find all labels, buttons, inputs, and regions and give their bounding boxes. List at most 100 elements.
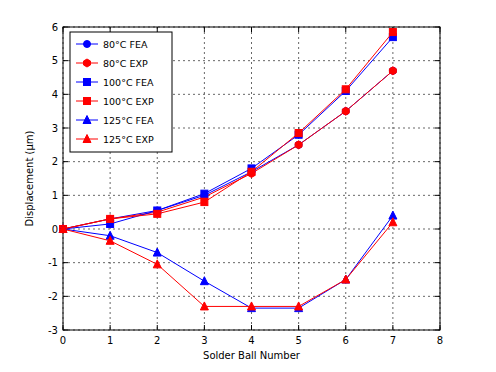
tick <box>63 262 68 263</box>
legend-marker <box>83 116 91 124</box>
point <box>200 277 208 285</box>
grid-line <box>63 161 440 162</box>
point <box>154 210 161 217</box>
grid-line <box>63 296 440 297</box>
tick <box>110 27 111 32</box>
data <box>59 29 397 312</box>
point <box>342 275 350 283</box>
tick <box>435 229 440 230</box>
tick <box>204 325 205 330</box>
point <box>201 199 208 206</box>
tick-label: 5 <box>52 55 58 66</box>
tick-label: 3 <box>201 335 207 346</box>
grid-line <box>63 195 440 196</box>
point <box>59 225 67 233</box>
legend-marker <box>83 135 91 143</box>
point <box>342 108 349 115</box>
point <box>59 225 67 233</box>
chart: 012345678-3-2-10123456Solder Ball Number… <box>0 0 496 372</box>
tick <box>392 325 393 330</box>
series-line <box>63 32 393 229</box>
point <box>389 67 396 75</box>
tick-label: 6 <box>343 335 349 346</box>
y-axis-label: Displacement (μm) <box>24 130 35 226</box>
point <box>248 302 256 310</box>
tick <box>435 262 440 263</box>
series <box>59 211 397 312</box>
point <box>295 141 302 149</box>
background <box>0 0 496 372</box>
point <box>389 218 397 226</box>
tick <box>251 325 252 330</box>
legend-box <box>70 32 172 152</box>
tick <box>435 296 440 297</box>
tick <box>110 325 111 330</box>
legend-marker <box>84 41 91 48</box>
point <box>248 168 255 175</box>
point <box>107 215 114 223</box>
tick-label: 1 <box>52 190 58 201</box>
legend-label: 100°C FEA <box>103 77 154 88</box>
tick <box>63 60 68 61</box>
point <box>342 86 349 93</box>
grid-line <box>251 27 252 330</box>
tick-label: 0 <box>52 224 58 235</box>
point <box>200 302 208 310</box>
point <box>389 67 396 74</box>
legend-marker <box>84 98 91 105</box>
x-axis: 012345678 <box>60 27 443 346</box>
plot-area <box>63 27 440 330</box>
tick-label: -3 <box>48 325 58 336</box>
tick <box>345 27 346 32</box>
tick-label: 8 <box>437 335 443 346</box>
tick-label: 5 <box>295 335 301 346</box>
tick <box>298 27 299 32</box>
tick-label: -2 <box>48 291 58 302</box>
point <box>60 226 67 233</box>
tick <box>157 27 158 32</box>
x-axis-label: Solder Ball Number <box>203 350 301 361</box>
grid-line <box>345 27 346 330</box>
point <box>295 130 302 137</box>
tick <box>298 325 299 330</box>
tick-label: 1 <box>107 335 113 346</box>
series <box>60 34 397 233</box>
point <box>153 248 161 256</box>
point <box>201 190 208 197</box>
tick <box>435 161 440 162</box>
point <box>107 215 114 222</box>
tick <box>435 94 440 95</box>
point <box>153 260 161 268</box>
tick <box>435 128 440 129</box>
grid-line <box>298 27 299 330</box>
tick <box>435 195 440 196</box>
tick <box>63 195 68 196</box>
tick-label: 2 <box>154 335 160 346</box>
legend-marker <box>84 79 91 86</box>
legend-label: 80°C FEA <box>103 39 148 50</box>
series-line <box>63 216 393 309</box>
legend-label: 125°C FEA <box>103 115 154 126</box>
legend-marker <box>84 59 91 67</box>
series-line <box>63 37 393 229</box>
series <box>59 218 397 310</box>
legend-label: 80°C EXP <box>103 58 148 69</box>
point <box>342 107 349 115</box>
tick-label: 2 <box>52 156 58 167</box>
series <box>60 29 397 233</box>
tick <box>435 60 440 61</box>
tick-label: 4 <box>248 335 254 346</box>
tick <box>63 128 68 129</box>
point <box>295 141 302 148</box>
point <box>389 29 396 36</box>
tick <box>157 325 158 330</box>
legend-label: 100°C EXP <box>103 96 154 107</box>
y-axis: -3-2-10123456 <box>48 22 440 336</box>
tick <box>204 27 205 32</box>
point <box>107 215 114 222</box>
frame <box>63 27 440 330</box>
point <box>60 226 67 233</box>
tick-label: 3 <box>52 123 58 134</box>
legend: 80°C FEA 80°C EXP 100°C FEA 100°C EXP 125°C … <box>70 32 172 152</box>
series-line <box>63 222 393 306</box>
